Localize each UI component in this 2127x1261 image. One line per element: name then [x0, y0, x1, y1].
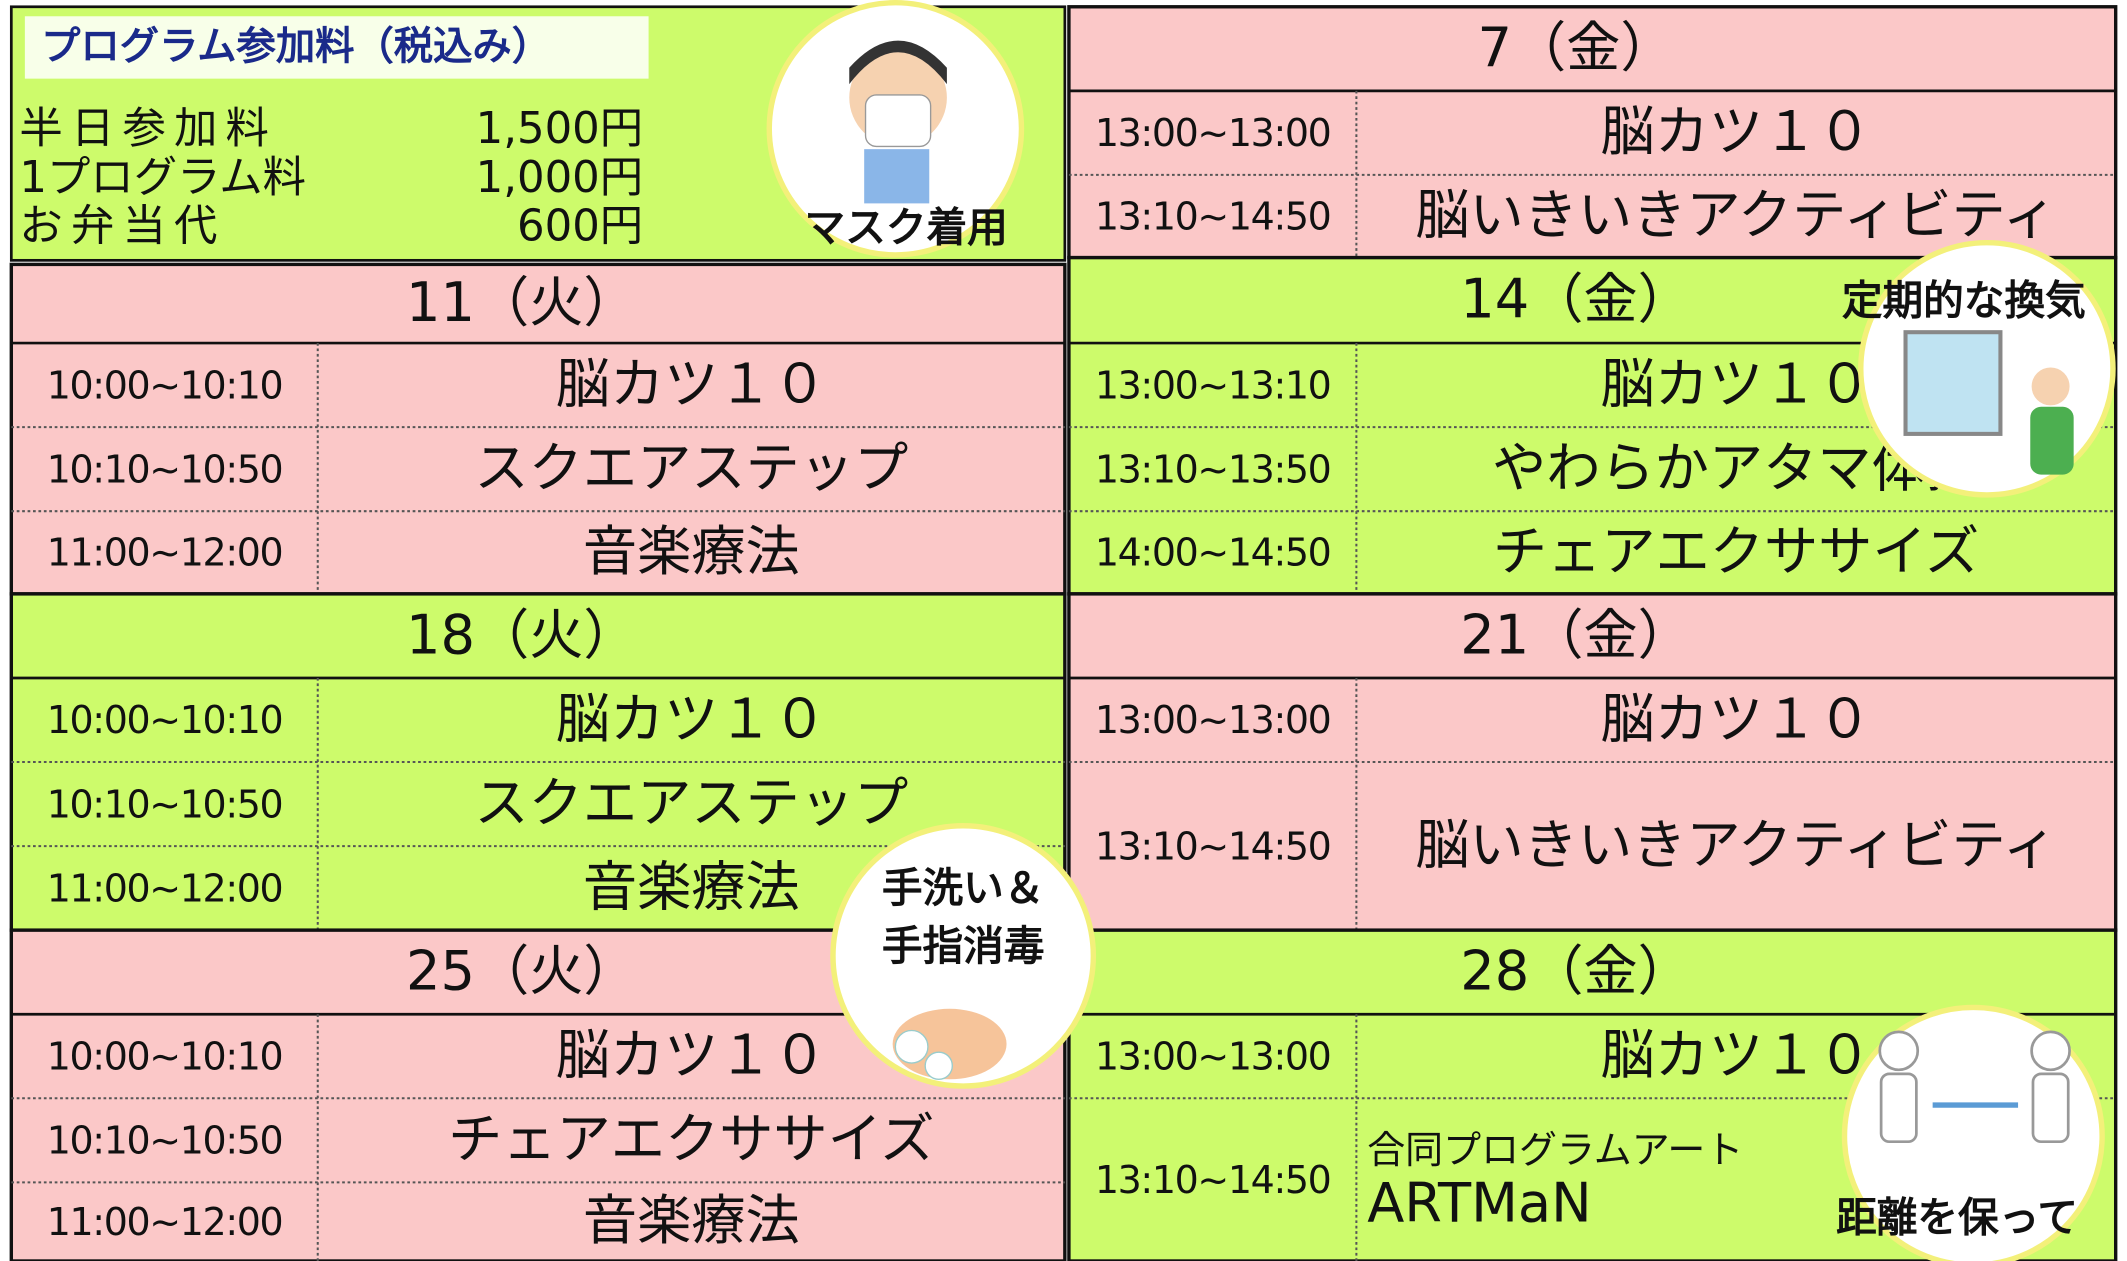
time: 13:10~14:50: [1095, 1158, 1331, 1202]
distance-badge: 距離を保って: [1836, 1004, 2105, 1261]
handwash-badge: 手洗い＆ 手指消毒: [830, 823, 1097, 1089]
badge-label: 手指消毒: [882, 922, 1045, 970]
day-label: 18（火）: [406, 603, 638, 666]
program: スクエアステップ: [474, 436, 908, 499]
program: チェアエクササイズ: [1493, 520, 1979, 583]
fee-title-bg: [24, 16, 649, 79]
icon-person: [1878, 1030, 1920, 1072]
fee-label: 半日参加料: [19, 104, 277, 154]
badge-label: 手洗い＆: [882, 864, 1045, 912]
icon-mask: [864, 94, 932, 148]
time: 10:10~10:50: [47, 782, 283, 826]
icon-person: [2031, 1072, 2070, 1144]
icon-body: [2030, 406, 2074, 475]
time: 13:10~14:50: [1095, 194, 1331, 238]
time: 10:00~10:10: [47, 363, 283, 407]
day-label: 11（火）: [406, 271, 638, 334]
time: 11:00~12:00: [47, 531, 283, 575]
fee-title: プログラム参加料（税込み）: [41, 24, 551, 69]
program: 脳カツ１０: [556, 687, 827, 750]
icon-head: [2031, 367, 2070, 406]
program-subtitle: 合同プログラムアート: [1367, 1128, 1743, 1172]
badge-circle: [830, 823, 1097, 1089]
badge-label: 距離を保って: [1836, 1193, 2078, 1241]
day-label: 14（金）: [1460, 268, 1692, 331]
icon-hair: [849, 40, 947, 85]
day-label: 25（火）: [406, 940, 638, 1003]
program: チェアエクササイズ: [448, 1108, 934, 1171]
time: 13:10~14:50: [1095, 824, 1331, 868]
fee-price: 1,500円: [476, 104, 644, 154]
mask-badge: マスク着用: [766, 0, 1025, 258]
badge-circle: [1841, 1004, 2105, 1261]
icon-person: [2030, 1030, 2071, 1072]
program: スクエアステップ: [474, 771, 908, 834]
time: 10:10~10:50: [47, 1119, 283, 1163]
time: 10:00~10:10: [47, 1034, 283, 1078]
program: 音楽療法: [583, 1189, 800, 1252]
fee-label: 1プログラム料: [19, 153, 306, 203]
icon-person: [1879, 1072, 1918, 1144]
day-label: 7（金）: [1477, 16, 1674, 79]
program: 脳いきいきアクティビティ: [1415, 184, 2056, 247]
program: 脳カツ１０: [1600, 352, 1871, 415]
program: 脳いきいきアクティビティ: [1415, 813, 2056, 876]
icon-bubble: [924, 1051, 953, 1080]
program: 脳カツ１０: [1600, 100, 1871, 163]
day-block: [1067, 5, 2118, 260]
tables: 11（火） 10:00~10:10 脳カツ１０ 10:10~10:50 スクエアステップ…: [9, 5, 2118, 1261]
icon-body: [864, 149, 930, 204]
icon-hands: [892, 1008, 1007, 1080]
program: 音楽療法: [583, 855, 800, 918]
time: 13:00~13:10: [1095, 363, 1331, 407]
program: 脳カツ１０: [556, 1024, 827, 1087]
time: 11:00~12:00: [47, 1200, 283, 1244]
time: 11:00~12:00: [47, 866, 283, 910]
time: 13:10~13:50: [1095, 447, 1331, 491]
program: 脳カツ１０: [556, 352, 827, 415]
day-block: [9, 262, 1067, 596]
ventilation-badge: 定期的な換気: [1842, 239, 2116, 498]
day-label: 21（金）: [1460, 603, 1692, 666]
fee-price: 600円: [517, 202, 643, 252]
program: 音楽療法: [583, 520, 800, 583]
fee-price: 1,000円: [476, 153, 644, 203]
time: 13:00~13:00: [1095, 698, 1331, 742]
fee-label: お弁当代: [19, 202, 225, 252]
program: 脳カツ１０: [1600, 687, 1871, 750]
icon-bubble: [894, 1029, 929, 1064]
time: 14:00~14:50: [1095, 531, 1331, 575]
time: 10:10~10:50: [47, 447, 283, 491]
icon-window: [1903, 330, 2003, 436]
program: ARTMaN: [1367, 1171, 1592, 1234]
time: 13:00~13:00: [1095, 111, 1331, 155]
badge-label: マスク着用: [805, 204, 1008, 252]
time: 10:00~10:10: [47, 698, 283, 742]
badge-label: 定期的な換気: [1842, 277, 2086, 325]
program: 脳カツ１０: [1600, 1024, 1871, 1087]
day-label: 28（金）: [1460, 940, 1692, 1003]
time: 13:00~13:00: [1095, 1034, 1331, 1078]
